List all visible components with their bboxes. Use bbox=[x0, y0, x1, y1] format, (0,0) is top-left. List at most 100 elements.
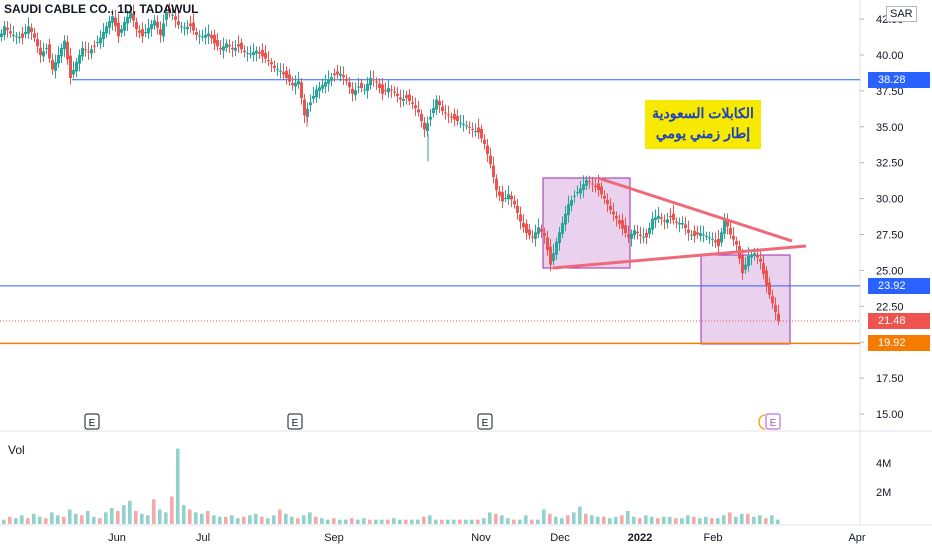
volume-bar bbox=[26, 518, 30, 524]
volume-bar bbox=[248, 515, 252, 524]
candle-body bbox=[651, 218, 654, 230]
candle-body bbox=[723, 218, 726, 234]
x-tick-label: Apr bbox=[848, 532, 865, 544]
price-axis[interactable]: 42.5040.0037.5035.0032.5030.0027.5025.00… bbox=[860, 14, 904, 499]
earnings-marker-box bbox=[84, 413, 100, 430]
candle-body bbox=[333, 73, 336, 76]
y-tick-label: 17.50 bbox=[876, 373, 904, 385]
volume-bar bbox=[152, 499, 156, 524]
candle-body bbox=[513, 200, 516, 205]
candle-body bbox=[357, 86, 360, 88]
candle-body bbox=[258, 52, 261, 54]
candle-body bbox=[345, 78, 348, 81]
candle-body bbox=[300, 82, 303, 99]
candle-body bbox=[294, 83, 297, 87]
candle-body bbox=[183, 27, 186, 29]
volume-bar bbox=[716, 518, 720, 524]
candle-body bbox=[90, 49, 93, 54]
volume-tick-label: 2M bbox=[876, 487, 891, 499]
rectangle-drawings[interactable] bbox=[542, 177, 791, 345]
volume-bar bbox=[470, 519, 474, 524]
y-tick-label: 40.00 bbox=[876, 50, 904, 62]
candle-body bbox=[96, 42, 99, 44]
volume-bar bbox=[740, 513, 744, 524]
volume-bar bbox=[308, 512, 312, 524]
candle-body bbox=[366, 83, 369, 91]
volume-bar bbox=[296, 518, 300, 524]
volume-bar bbox=[590, 515, 594, 524]
candle-body bbox=[42, 51, 45, 57]
candle-body bbox=[156, 21, 159, 28]
earnings-marker-label: E bbox=[292, 418, 299, 429]
candle-body bbox=[327, 79, 330, 84]
candle-body bbox=[510, 195, 513, 200]
volume-bar bbox=[302, 515, 306, 524]
volume-bar bbox=[776, 519, 780, 524]
candle-body bbox=[759, 258, 762, 262]
candle-body bbox=[276, 69, 279, 71]
candle-body bbox=[735, 240, 738, 245]
candle-body bbox=[9, 31, 12, 34]
arabic-annotation[interactable]: الكابلات السعودية إطار زمني يومي bbox=[645, 100, 761, 149]
candle-body bbox=[477, 127, 480, 133]
volume-bar bbox=[506, 518, 510, 524]
candle-body bbox=[423, 122, 426, 130]
volume-bar bbox=[704, 516, 708, 524]
volume-bar bbox=[68, 509, 72, 524]
horizontal-levels[interactable] bbox=[0, 79, 860, 345]
candle-body bbox=[504, 197, 507, 199]
volume-bar bbox=[110, 508, 114, 524]
candle-body bbox=[126, 16, 129, 24]
earnings-marker: E bbox=[287, 413, 303, 430]
price-tag: 21.48 bbox=[868, 312, 930, 329]
volume-bar bbox=[260, 516, 264, 524]
candle-body bbox=[312, 95, 315, 99]
volume-bar bbox=[758, 515, 762, 524]
volume-bar bbox=[668, 516, 672, 524]
candle-body bbox=[36, 39, 39, 47]
candle-body bbox=[369, 77, 372, 86]
candle-body bbox=[678, 223, 681, 225]
candle-body bbox=[207, 33, 210, 37]
time-axis[interactable]: Jun Jul Sep Nov Dec 2022 Feb Apr bbox=[108, 532, 866, 544]
candle-body bbox=[171, 14, 174, 16]
candle-body bbox=[18, 37, 21, 39]
candle-body bbox=[429, 116, 432, 120]
candle-body bbox=[606, 200, 609, 205]
trend-lines[interactable] bbox=[552, 176, 807, 270]
volume-bars bbox=[2, 448, 780, 524]
candle-body bbox=[162, 23, 165, 37]
candle-body bbox=[636, 231, 639, 234]
candle-body bbox=[483, 139, 486, 145]
volume-bar bbox=[140, 513, 144, 524]
candle-body bbox=[672, 213, 675, 221]
candle-body bbox=[108, 21, 111, 28]
candle-body bbox=[516, 205, 519, 213]
candle-body bbox=[675, 221, 678, 224]
candle-body bbox=[480, 128, 483, 139]
candle-body bbox=[621, 220, 624, 229]
currency-badge[interactable]: SAR bbox=[886, 6, 917, 22]
y-tick-label: 25.00 bbox=[876, 265, 904, 277]
candle-body bbox=[432, 108, 435, 114]
candle-body bbox=[438, 100, 441, 106]
volume-bar bbox=[560, 518, 564, 524]
x-tick-label: Jun bbox=[108, 532, 126, 544]
candle-body bbox=[576, 192, 579, 194]
dividend-marker bbox=[758, 414, 766, 430]
candle-body bbox=[51, 60, 54, 70]
candle-body bbox=[66, 42, 69, 60]
candle-body bbox=[447, 114, 450, 116]
volume-bar bbox=[104, 512, 108, 524]
volume-bar bbox=[752, 516, 756, 524]
candle-body bbox=[768, 282, 771, 295]
candle-body bbox=[81, 47, 84, 57]
candle-body bbox=[21, 33, 24, 38]
volume-bar bbox=[314, 516, 318, 524]
candle-body bbox=[180, 26, 183, 28]
candle-body bbox=[114, 17, 117, 27]
volume-bar bbox=[458, 519, 462, 524]
volume-bar bbox=[386, 519, 390, 524]
